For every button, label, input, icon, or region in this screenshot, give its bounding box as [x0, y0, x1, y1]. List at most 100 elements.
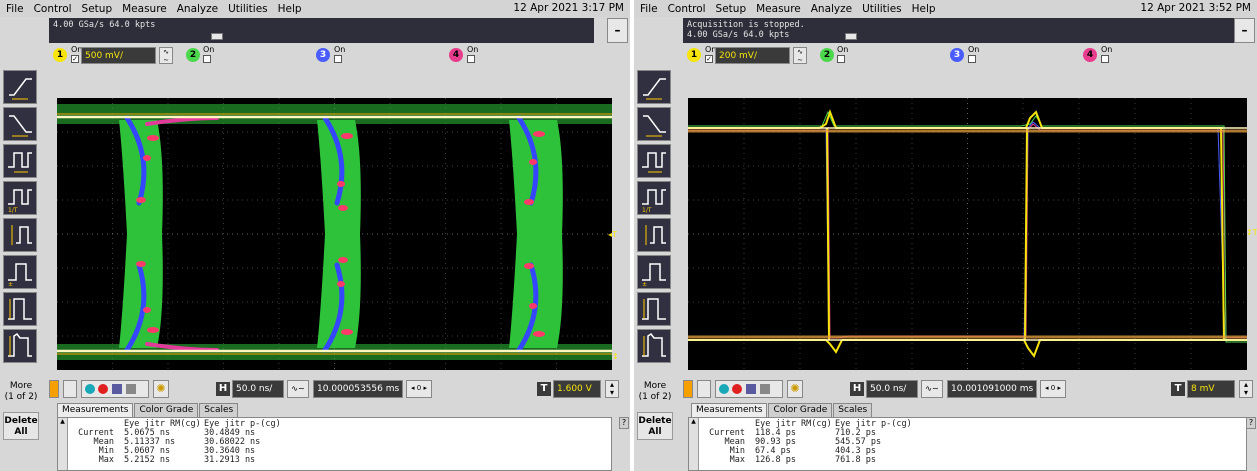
row-value-rms: 5.2152 ns — [124, 455, 171, 465]
channel-3-icon[interactable]: 3 — [950, 48, 964, 62]
measurements-scrollbar[interactable]: ▲ — [58, 418, 68, 470]
fall-time-icon[interactable] — [3, 107, 37, 141]
table-row: Current 118.4 ps 710.2 ps — [701, 429, 925, 438]
channel-3-checkbox[interactable] — [334, 55, 342, 63]
frequency-icon[interactable]: 1/T — [3, 181, 37, 215]
minimize-button[interactable]: – — [607, 18, 628, 43]
frequency-icon[interactable]: 1/T — [637, 181, 671, 215]
menu-help[interactable]: Help — [277, 2, 302, 15]
tab-measurements[interactable]: Measurements — [57, 403, 134, 417]
measurements-scrollbar[interactable]: ▲ — [689, 418, 699, 470]
amplitude-icon[interactable] — [3, 218, 37, 252]
autoscale-icon[interactable]: ✺ — [153, 380, 169, 398]
trigger-spin-icon[interactable]: ▴ ▾ — [1239, 380, 1253, 398]
position-arrows-icon[interactable]: ◂ 0 ▸ — [1040, 380, 1066, 398]
channel-2-checkbox[interactable] — [203, 55, 211, 63]
trigger-spin-icon[interactable]: ▴ ▾ — [605, 380, 619, 398]
menu-help[interactable]: Help — [911, 2, 936, 15]
more-label: More (1 of 2) — [638, 381, 672, 402]
menu-setup[interactable]: Setup — [715, 2, 747, 15]
help-button[interactable]: ? — [1246, 417, 1256, 429]
channel-1-scale[interactable]: 200 mV/ — [715, 47, 790, 64]
autoscale-icon[interactable]: ✺ — [787, 380, 803, 398]
channel-2-icon[interactable]: 2 — [820, 48, 834, 62]
channel-1-coupling-icon[interactable]: ∿ ∼ — [793, 47, 807, 64]
period-icon[interactable] — [3, 144, 37, 178]
channel-2-icon[interactable]: 2 — [186, 48, 200, 62]
menu-utilities[interactable]: Utilities — [228, 2, 268, 15]
trigger-level-value[interactable]: 8 mV — [1187, 380, 1235, 398]
channel-4-checkbox[interactable] — [467, 55, 475, 63]
table-row: Current 5.0675 ns 30.4849 ns — [70, 429, 294, 438]
rise-time-icon[interactable] — [3, 70, 37, 104]
period-icon[interactable] — [637, 144, 671, 178]
overshoot-icon[interactable] — [637, 329, 671, 363]
menu-measure[interactable]: Measure — [756, 2, 801, 15]
rise-time-icon[interactable] — [637, 70, 671, 104]
tab-measurements[interactable]: Measurements — [691, 403, 768, 417]
tab-scales[interactable]: Scales — [833, 403, 873, 417]
vtop-icon[interactable] — [637, 292, 671, 326]
scope-window-left: File Control Setup Measure Analyze Utili… — [0, 0, 630, 471]
menu-analyze[interactable]: Analyze — [176, 2, 219, 15]
menu-control[interactable]: Control — [667, 2, 706, 15]
channel-2-checkbox[interactable] — [837, 55, 845, 63]
channel-4-icon[interactable]: 4 — [1083, 48, 1097, 62]
tab-scales[interactable]: Scales — [199, 403, 239, 417]
vpp-icon[interactable]: ± — [3, 255, 37, 289]
tab-color-grade[interactable]: Color Grade — [134, 403, 199, 417]
acquire-spin-icon[interactable] — [697, 380, 711, 398]
channel-4-checkbox[interactable] — [1101, 55, 1109, 63]
channel-1-icon[interactable]: 1 — [53, 48, 67, 62]
timebase-value[interactable]: 50.0 ns/ — [866, 380, 918, 398]
timebase-spin-icon[interactable]: ∿∼ — [287, 380, 309, 398]
position-arrows-icon[interactable]: ◂ 0 ▸ — [406, 380, 432, 398]
tab-color-grade[interactable]: Color Grade — [768, 403, 833, 417]
menu-file[interactable]: File — [640, 2, 658, 15]
channel-1-coupling-icon[interactable]: ∿ ∼ — [159, 47, 173, 64]
channel-4-icon[interactable]: 4 — [449, 48, 463, 62]
row-value-rms: 5.11337 ns — [124, 437, 176, 447]
waveform-display[interactable] — [688, 98, 1247, 370]
more-button[interactable]: More (1 of 2) — [3, 378, 39, 406]
control-bar: ✺ H 50.0 ns/ ∿∼ 10.001091000 ms ◂ 0 ▸ T … — [683, 378, 1257, 400]
timebase-value[interactable]: 50.0 ns/ — [232, 380, 284, 398]
channel-1-checkbox[interactable]: ✓ — [705, 55, 713, 63]
menu-utilities[interactable]: Utilities — [862, 2, 902, 15]
channel-1-icon[interactable]: 1 — [687, 48, 701, 62]
vpp-icon[interactable]: ± — [637, 255, 671, 289]
minimize-button[interactable]: – — [1234, 18, 1255, 43]
waveform-display[interactable] — [57, 98, 612, 370]
channel-ground-marker-icon: ↕ — [612, 352, 619, 361]
acquire-mode-icon[interactable] — [49, 380, 59, 398]
control-bar: ✺ H 50.0 ns/ ∿∼ 10.000053556 ms ◂ 0 ▸ T … — [49, 378, 630, 400]
fall-time-icon[interactable] — [637, 107, 671, 141]
vtop-icon[interactable] — [3, 292, 37, 326]
trigger-level-value[interactable]: 1.600 V — [553, 380, 601, 398]
trigger-level-marker-icon: ↕T — [1246, 228, 1257, 237]
menu-control[interactable]: Control — [33, 2, 72, 15]
menu-analyze[interactable]: Analyze — [810, 2, 853, 15]
more-button[interactable]: More (1 of 2) — [637, 378, 673, 406]
position-value[interactable]: 10.001091000 ms — [947, 380, 1037, 398]
overshoot-icon[interactable] — [3, 329, 37, 363]
channel-1-checkbox[interactable]: ✓ — [71, 55, 79, 63]
acquire-mode-icon[interactable] — [683, 380, 693, 398]
delete-all-button[interactable]: Delete All — [637, 412, 673, 440]
channel-1-scale[interactable]: 500 mV/ — [81, 47, 156, 64]
menu-setup[interactable]: Setup — [81, 2, 113, 15]
table-row: Mean 90.93 ps 545.57 ps — [701, 438, 925, 447]
channel-3-checkbox[interactable] — [968, 55, 976, 63]
acquire-spin-icon[interactable] — [63, 380, 77, 398]
acquire-toolbar — [81, 380, 149, 398]
print-icon — [126, 384, 136, 394]
channel-3-icon[interactable]: 3 — [316, 48, 330, 62]
timebase-spin-icon[interactable]: ∿∼ — [921, 380, 943, 398]
help-button[interactable]: ? — [619, 417, 629, 429]
menu-file[interactable]: File — [6, 2, 24, 15]
delete-all-button[interactable]: Delete All — [3, 412, 39, 440]
position-value[interactable]: 10.000053556 ms — [313, 380, 403, 398]
signal-rails — [688, 127, 1247, 341]
menu-measure[interactable]: Measure — [122, 2, 167, 15]
amplitude-icon[interactable] — [637, 218, 671, 252]
